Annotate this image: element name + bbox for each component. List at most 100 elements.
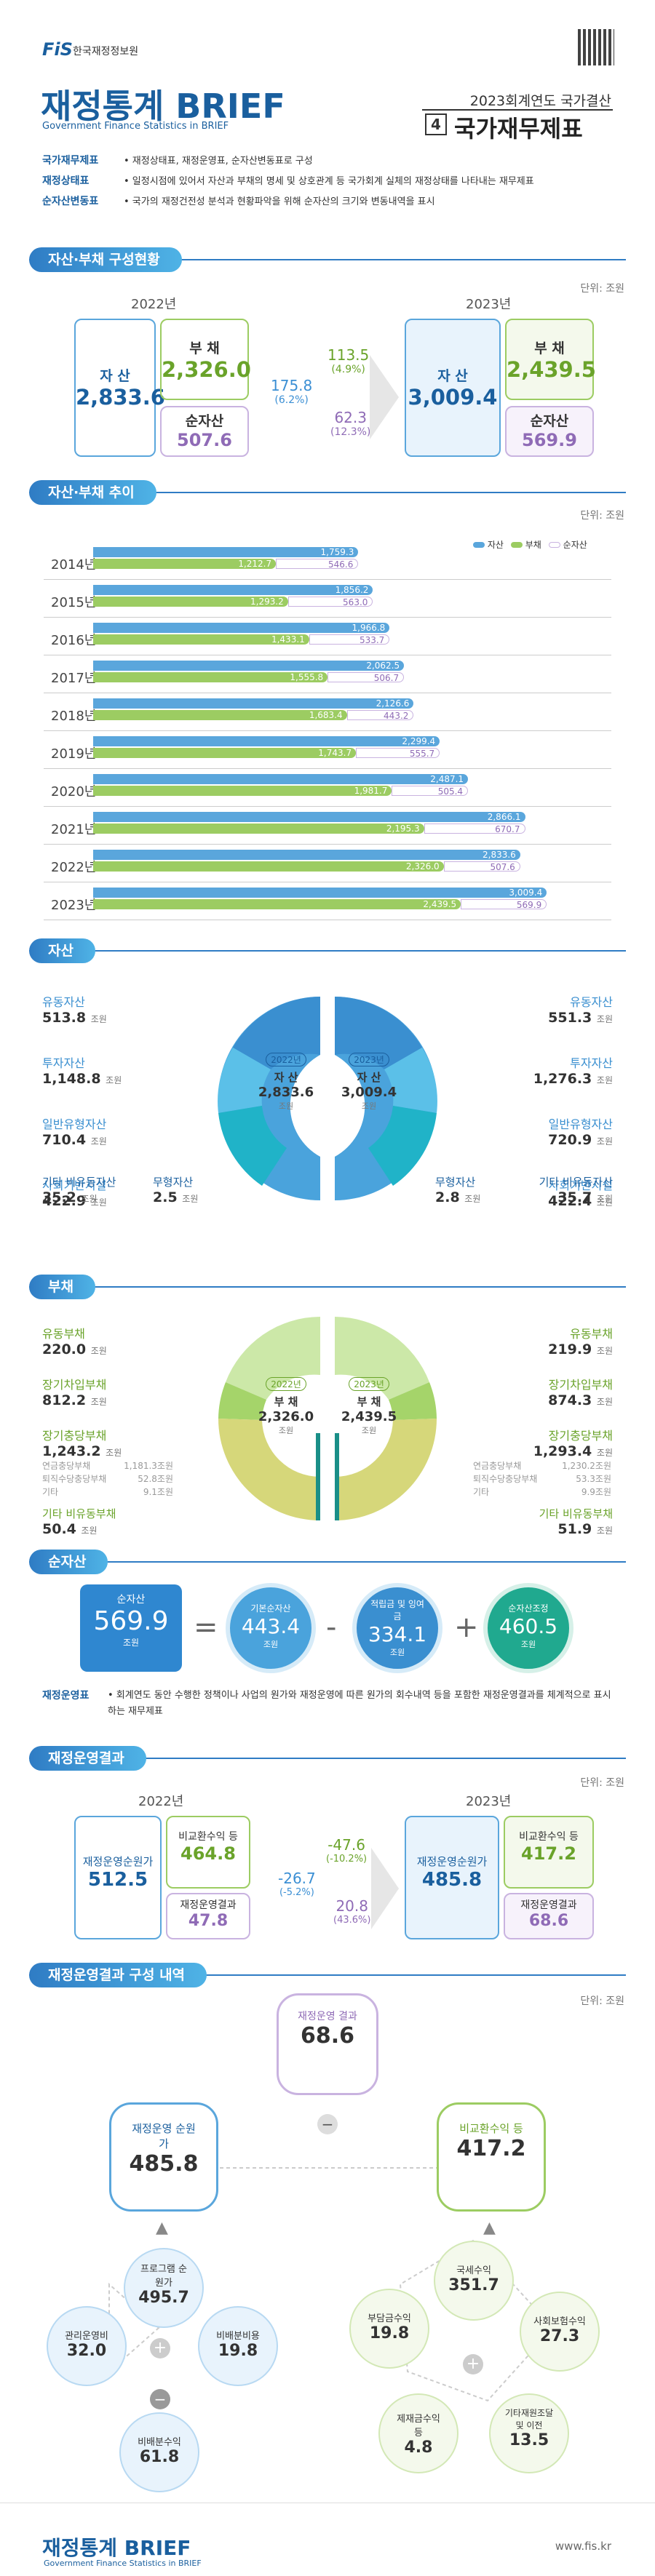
report-num: 4	[425, 113, 447, 135]
net-box-2022: 순자산 507.6	[160, 406, 249, 457]
arrow-right-icon	[371, 1848, 399, 1929]
liab-donuts	[218, 1317, 437, 1520]
plus-icon: +	[150, 2338, 170, 2358]
fis-logo: FiS	[42, 39, 73, 60]
asset-box-2023: 자 산 3,009.4	[405, 319, 501, 457]
plus-icon: +	[463, 2354, 483, 2374]
year-2022: 2022년	[138, 1794, 184, 1809]
liab-bar: 1,555.8	[93, 672, 328, 682]
liab-center-2023: 2023년 부 채 2,439.5 조원	[336, 1372, 402, 1459]
net-bar: 546.6	[276, 559, 359, 570]
year-label: 2014년	[51, 557, 97, 573]
row-divider	[44, 844, 611, 845]
asset-center-2022: 2022년 자 산 2,833.6 조원	[253, 1048, 319, 1135]
row-divider	[44, 617, 611, 618]
net-total-box: 순자산 569.9 조원	[80, 1584, 182, 1672]
penalty-circle: 제재금수익 등 4.8	[378, 2393, 458, 2473]
asset-bar: 2,126.6	[93, 698, 414, 709]
asset-donuts	[218, 997, 437, 1200]
footer-url[interactable]: www.fis.kr	[555, 2540, 611, 2553]
liab-bar: 2,326.0	[93, 861, 444, 872]
asset-bar: 2,866.1	[93, 812, 525, 822]
net-bar: 670.7	[424, 824, 525, 834]
category-item: 사회기반시설 422.9 조원	[42, 1179, 107, 1209]
liab-donut-2023	[335, 1419, 437, 1520]
nonalloc-rev-circle: 비배분수익 61.8	[119, 2412, 199, 2492]
section-asset-title: 자산	[29, 938, 95, 963]
intangible-asset: 무형자산 2.5 조원	[153, 1176, 199, 1205]
year-label: 2023년	[51, 898, 97, 913]
result-box-2023: 재정운영결과 68.6	[504, 1893, 594, 1939]
net-bar: 506.7	[328, 672, 405, 683]
asset-center-2023: 2023년 자 산 3,009.4 조원	[336, 1048, 402, 1135]
section-net-title: 순자산	[29, 1550, 108, 1574]
year-label: 2015년	[51, 595, 97, 610]
delta-rev: -47.6 (-10.2%)	[326, 1836, 368, 1865]
category-item: 유동자산 513.8 조원	[42, 995, 107, 1026]
section-breakdown-title: 재정운영결과 구성 내역	[29, 1963, 207, 1987]
liab-bar: 1,743.7	[93, 748, 357, 758]
qr-icon	[578, 29, 614, 65]
year-2022: 2022년	[131, 297, 177, 312]
section-line	[29, 1561, 626, 1563]
provision-sub: 기타 9.1조원	[42, 1487, 173, 1497]
category-item: 유동부채 220.0 조원	[42, 1327, 107, 1357]
basic-net-circle: 기본순자산 443.4 조원	[226, 1583, 316, 1673]
asset-bar: 2,487.1	[93, 774, 469, 784]
def-desc: • 국가의 재정건전성 분석과 현황파악을 위해 순자산의 크기와 변동내역을 …	[124, 196, 435, 207]
other-circle: 기타재원조달 및 이전 13.5	[489, 2393, 569, 2473]
section-liab-title: 부채	[29, 1275, 95, 1299]
row-divider	[44, 579, 611, 580]
long-provision: 장기충당부채 1,243.2 조원	[42, 1429, 122, 1459]
header: FiS 한국재정정보원 재정통계 BRIEF Government Financ…	[0, 0, 655, 145]
provision-sub: 연금충당부채 1,181.3조원	[42, 1461, 173, 1471]
minus-sign: -	[326, 1611, 337, 1644]
provision-sub: 퇴직수당충당부채 52.8조원	[42, 1474, 173, 1484]
def-operating: 재정운영표 • 회계연도 동안 수행한 정책이나 사업의 원가와 재정운영에 따…	[42, 1690, 611, 1717]
provision-sub: 퇴직수당충당부채 53.3조원	[473, 1474, 611, 1484]
unit-label: 단위: 조원	[580, 283, 624, 295]
cost-box-2023: 재정운영순원가 485.8	[405, 1816, 499, 1939]
section-line	[29, 1758, 626, 1759]
liab-bar: 1,212.7	[93, 559, 277, 569]
delta-net: 62.3 (12.3%)	[330, 409, 371, 438]
year-label: 2020년	[51, 784, 97, 799]
other-noncurrent-asset: 기타 비유동자산 35.2 조원	[42, 1176, 116, 1205]
year-label: 2022년	[51, 860, 97, 875]
asset-bar: 2,833.6	[93, 850, 520, 860]
net-bar: 505.4	[392, 786, 469, 797]
provision-sub: 기타 9.9조원	[473, 1487, 611, 1497]
def-term: 순자산변동표	[42, 196, 99, 207]
category-item: 일반유형자산 710.4 조원	[42, 1117, 107, 1148]
category-item: 장기차입부채 812.2 조원	[42, 1378, 107, 1408]
cost-box-2022: 재정운영순원가 512.5	[74, 1816, 162, 1939]
section-op-title: 재정운영결과	[29, 1746, 146, 1771]
page-title: 재정통계 BRIEF	[41, 87, 285, 126]
def-desc: • 재정상태표, 재정운영표, 순자산변동표로 구성	[124, 156, 313, 167]
asset-box-2022: 자 산 2,833.6	[74, 319, 165, 457]
liab-donut-2022	[218, 1419, 320, 1520]
charge-circle: 부담금수익 19.8	[349, 2289, 429, 2369]
provision-sub: 연금충당부채 1,230.2조원	[473, 1461, 611, 1471]
rev-box-2023: 비교환수익 등 417.2	[504, 1816, 594, 1889]
asset-bar: 3,009.4	[93, 888, 547, 898]
year-label: 2021년	[51, 822, 97, 837]
trend-chart: 2014년 1,759.3 1,212.7 546.6 2015년 1,856.2 1,29…	[0, 524, 655, 931]
category-item: 사회기반시설 422.4 조원	[548, 1179, 613, 1209]
reserve-circle: 적립금 및 잉여금 334.1 조원	[352, 1583, 442, 1673]
other-noncurrent-liab: 기타 비유동부채 51.9 조원	[539, 1507, 613, 1537]
other-noncurrent-liab: 기타 비유동부채 50.4 조원	[42, 1507, 116, 1537]
year-2023: 2023년	[466, 1794, 512, 1809]
net-bar: 563.0	[287, 597, 373, 607]
revenue-hex: 비교환수익 등 417.2	[437, 2102, 546, 2212]
year-label: 2018년	[51, 709, 97, 724]
result-hex: 재정운영 결과 68.6	[277, 1993, 378, 2095]
year-label: 2017년	[51, 671, 97, 686]
liab-bar: 1,683.4	[93, 710, 347, 720]
section-line	[29, 1286, 626, 1288]
category-item: 투자자산 1,276.3 조원	[533, 1056, 613, 1087]
asset-bar: 1,759.3	[93, 547, 359, 557]
unit-label: 단위: 조원	[580, 510, 624, 522]
liab-bar: 2,439.5	[93, 899, 461, 909]
section-line	[29, 259, 626, 260]
